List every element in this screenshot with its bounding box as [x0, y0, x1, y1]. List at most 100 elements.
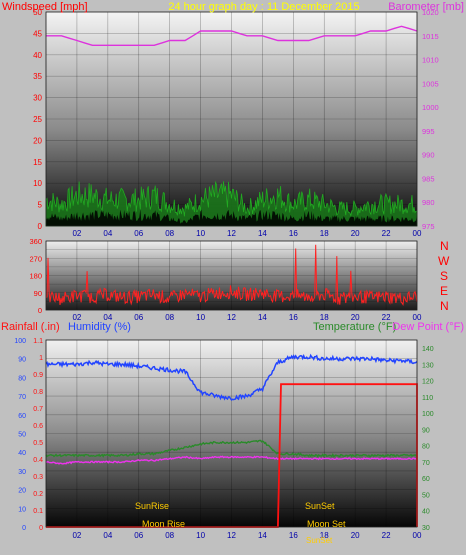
- wind-panel-frame: [45, 11, 418, 227]
- wind-tick-label: 25: [33, 115, 42, 124]
- x-tick-label: 20: [351, 313, 360, 322]
- humidity-tick-label: 40: [18, 450, 26, 457]
- x-tick-label: 10: [196, 229, 205, 238]
- humidity-panel-bg: [46, 340, 417, 527]
- temperature-tick-label: 120: [422, 379, 434, 386]
- barometer-tick-label: 980: [422, 198, 435, 207]
- x-tick-label: 12: [227, 229, 236, 238]
- humidity-tick-label: 60: [18, 413, 26, 420]
- dewpoint-axis-title: Dew Point (°F): [392, 321, 464, 333]
- temperature-series: [45, 439, 418, 458]
- wind-panel-bg: [46, 12, 417, 226]
- x-tick-label: 08: [165, 229, 174, 238]
- wind-tick-label: 40: [33, 51, 42, 60]
- x-tick-label: 04: [103, 229, 112, 238]
- barometer-tick-label: 1005: [422, 79, 439, 88]
- temperature-tick-label: 80: [422, 444, 430, 451]
- wind-tick-label: 20: [33, 136, 42, 145]
- wind-tick-label: 10: [33, 179, 42, 188]
- x-tick-label: 14: [258, 313, 267, 322]
- compass-s: S: [440, 269, 448, 283]
- humidity-panel-frame: [45, 339, 418, 528]
- temperature-tick-label: 60: [422, 476, 430, 483]
- x-tick-label: 18: [320, 313, 329, 322]
- x-tick-label: 16: [289, 531, 298, 540]
- x-tick-label: 14: [258, 531, 267, 540]
- compass-w: W: [438, 254, 450, 268]
- x-tick-label: 22: [382, 313, 391, 322]
- x-tick-label: 00: [413, 313, 422, 322]
- temperature-tick-label: 30: [422, 525, 430, 532]
- wind-gust-series: [45, 180, 418, 227]
- x-tick-label: 12: [227, 313, 236, 322]
- x-tick-label: 18: [320, 531, 329, 540]
- rainfall-tick-label: 0.6: [33, 423, 43, 430]
- wind-tick-label: 0: [38, 222, 43, 231]
- wind-tick-label: 5: [38, 201, 43, 210]
- x-tick-label: 16: [289, 229, 298, 238]
- barometer-tick-label: 1000: [422, 103, 439, 112]
- humidity-tick-label: 20: [18, 488, 26, 495]
- barometer-tick-label: 1015: [422, 32, 439, 41]
- direction-tick-label: 180: [29, 272, 42, 281]
- barometer-axis-title: Barometer [mb]: [388, 1, 464, 13]
- wind-tick-label: 50: [33, 8, 42, 17]
- temperature-tick-label: 110: [422, 395, 433, 402]
- rainfall-tick-label: 1: [39, 355, 43, 362]
- temperature-tick-label: 70: [422, 460, 430, 467]
- rainfall-tick-label: 0.7: [33, 406, 43, 413]
- barometer-tick-label: 990: [422, 151, 435, 160]
- wind-axis-title: Windspeed [mph]: [2, 1, 88, 13]
- x-tick-label: 10: [196, 313, 205, 322]
- temperature-tick-label: 40: [422, 509, 430, 516]
- x-tick-label: 02: [72, 229, 81, 238]
- barometer-tick-label: 1020: [422, 8, 439, 17]
- humidity-tick-label: 80: [18, 375, 26, 382]
- x-tick-label: 08: [165, 531, 174, 540]
- temperature-axis-title: Temperature (°F): [313, 321, 396, 333]
- x-tick-label: 04: [103, 531, 112, 540]
- barometer-tick-label: 985: [422, 174, 435, 183]
- rainfall-tick-label: 0.9: [33, 372, 43, 379]
- x-tick-label: 06: [134, 531, 143, 540]
- x-tick-label: 20: [351, 229, 360, 238]
- x-tick-label: 18: [320, 229, 329, 238]
- barometer-tick-label: 995: [422, 127, 435, 136]
- compass-n-top: N: [440, 239, 449, 253]
- wind-tick-label: 15: [33, 158, 42, 167]
- sunrise-label: SunRise: [135, 501, 169, 511]
- temperature-tick-label: 140: [422, 346, 434, 353]
- rainfall-tick-label: 0: [39, 525, 43, 532]
- x-tick-label: 08: [165, 313, 174, 322]
- wind-tick-label: 30: [33, 94, 42, 103]
- x-tick-label: 22: [382, 229, 391, 238]
- x-tick-label: 20: [351, 531, 360, 540]
- humidity-tick-label: 30: [18, 469, 26, 476]
- wind-tick-label: 45: [33, 29, 42, 38]
- x-tick-label: 04: [103, 313, 112, 322]
- direction-tick-label: 0: [38, 306, 42, 315]
- moonrise-label: Moon Rise: [142, 519, 185, 529]
- x-tick-label: 06: [134, 313, 143, 322]
- rainfall-tick-label: 0.4: [33, 457, 43, 464]
- sunset-label: SunSet: [305, 501, 335, 511]
- direction-series: [45, 244, 418, 307]
- wind-tick-label: 35: [33, 72, 42, 81]
- x-tick-label: 00: [413, 531, 422, 540]
- rainfall-tick-label: 0.2: [33, 491, 43, 498]
- sunset-bottom-label: SunSet: [306, 536, 333, 545]
- direction-tick-label: 270: [29, 254, 42, 263]
- direction-panel-frame: [45, 240, 418, 311]
- humidity-tick-label: 50: [18, 432, 26, 439]
- x-tick-label: 16: [289, 313, 298, 322]
- rainfall-axis-title: Rainfall (.in): [1, 321, 60, 333]
- temperature-tick-label: 90: [422, 427, 430, 434]
- temperature-tick-label: 50: [422, 492, 430, 499]
- x-tick-label: 10: [196, 531, 205, 540]
- rainfall-tick-label: 1.1: [33, 338, 43, 345]
- temperature-tick-label: 100: [422, 411, 434, 418]
- x-tick-label: 22: [382, 531, 391, 540]
- direction-tick-label: 360: [29, 237, 42, 246]
